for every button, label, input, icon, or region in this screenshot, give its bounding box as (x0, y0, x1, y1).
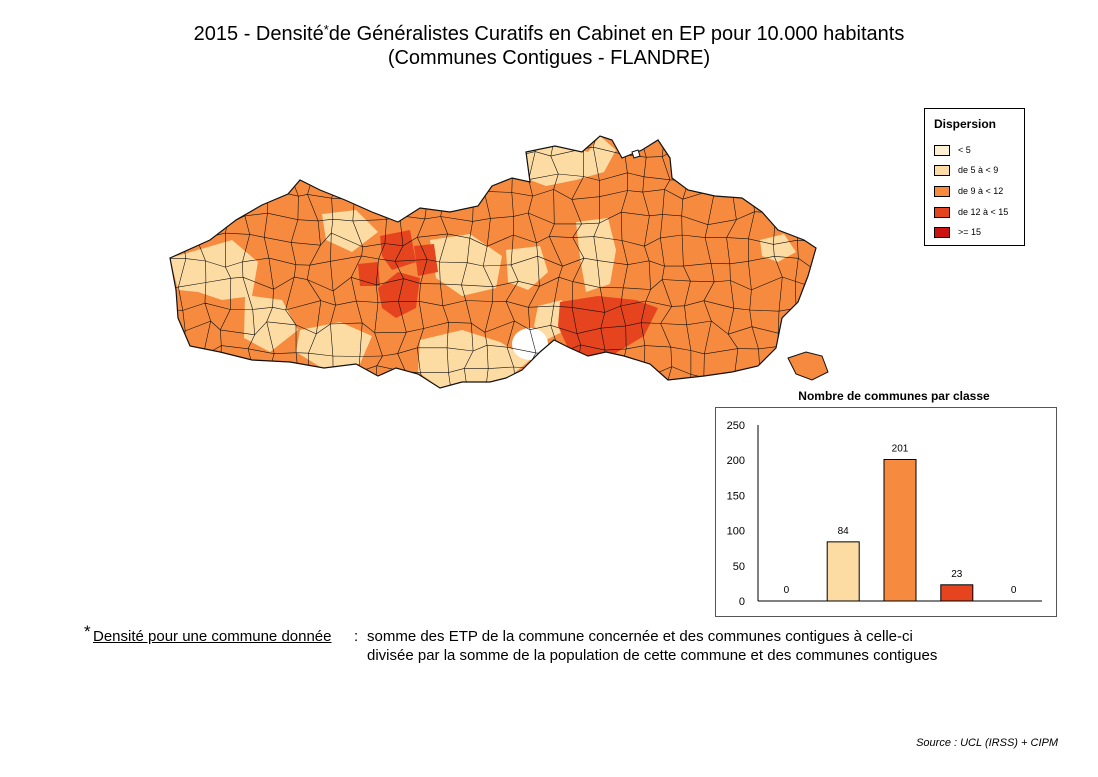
legend-label: de 12 à < 15 (958, 207, 1009, 217)
light-region (576, 218, 616, 292)
footnote-colon: : (354, 628, 359, 645)
footnote-definition: somme des ETP de la commune concernée et… (367, 627, 937, 665)
bar-value-label: 23 (951, 569, 963, 580)
histogram-chart: 0 50 100 150 200 250 0 84 201 23 0 (727, 420, 1042, 608)
legend-item-class-3: de 9 à < 12 (934, 185, 1004, 198)
dark-region (380, 230, 416, 270)
y-tick-label: 250 (727, 420, 745, 432)
y-tick-label: 150 (727, 490, 745, 502)
bar-value-label: 0 (1011, 585, 1017, 596)
flanders-outline (169, 135, 817, 389)
dark-region (414, 244, 438, 276)
histogram-bar (826, 541, 860, 602)
legend-label: de 5 à < 9 (958, 165, 999, 175)
light-region (760, 234, 796, 262)
footnote-label: Densité pour une commune donnée (93, 628, 332, 645)
baarle-hertog-exclave (631, 149, 641, 159)
histogram-title: Nombre de communes par classe (798, 389, 990, 403)
y-tick-label: 200 (727, 455, 745, 467)
legend-item-class-4: de 12 à < 15 (934, 206, 1009, 219)
map-title: 2015 - Densité*de Généralistes Curatifs … (0, 22, 1098, 46)
bar-value-label: 201 (892, 443, 909, 454)
light-region (430, 234, 502, 296)
map-subtitle: (Communes Contigues - FLANDRE) (387, 47, 711, 69)
legend-swatch (934, 165, 950, 177)
light-region (534, 300, 566, 340)
y-tick-label: 100 (727, 526, 745, 538)
source-credit: Source : UCL (IRSS) + CIPM (916, 737, 1058, 749)
title-part-1: 2015 - Densité (193, 23, 324, 45)
footnote-line-2: divisée par la somme de la population de… (367, 647, 938, 664)
legend-item-class-2: de 5 à < 9 (934, 164, 999, 177)
legend-label: >= 15 (958, 227, 982, 237)
y-tick-label: 50 (733, 561, 745, 573)
municipalities-layer (170, 136, 816, 388)
dark-region (358, 262, 380, 286)
legend-title: Dispersion (934, 117, 997, 131)
legend: Dispersion < 5 de 5 à < 9 de 9 à < 12 de… (924, 108, 1025, 246)
histogram-bar (940, 584, 974, 602)
bar-value-label: 84 (838, 526, 850, 537)
title-part-2: de Généralistes Curatifs en Cabinet en E… (328, 23, 905, 45)
footnote-asterisk: * (84, 622, 91, 641)
legend-item-class-5: >= 15 (934, 226, 982, 239)
legend-swatch (934, 186, 950, 198)
y-tick-label: 0 (739, 596, 745, 608)
enclave-hole (512, 328, 548, 360)
legend-swatch (934, 227, 950, 239)
legend-swatch (934, 207, 950, 219)
dark-region (558, 296, 658, 356)
legend-label: de 9 à < 12 (958, 186, 1004, 196)
histogram-bar (883, 458, 917, 602)
light-region (418, 330, 530, 388)
footnote-line-1: somme des ETP de la commune concernée et… (367, 628, 913, 645)
legend-swatch (934, 145, 950, 157)
bar-value-label: 0 (784, 585, 790, 596)
voeren-exclave (787, 351, 829, 381)
legend-item-class-1: < 5 (934, 144, 971, 157)
dark-region (378, 272, 420, 318)
title-asterisk: * (323, 22, 329, 37)
legend-label: < 5 (958, 145, 971, 155)
